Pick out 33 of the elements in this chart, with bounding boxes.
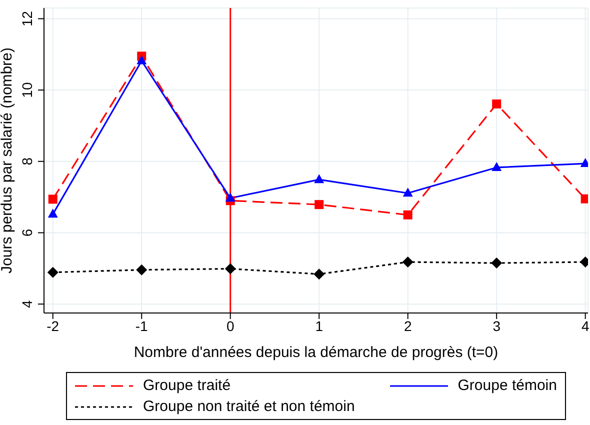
y-tick-label: 4 xyxy=(19,300,35,308)
point xyxy=(492,99,502,108)
point xyxy=(47,266,58,278)
x-axis-title: Nombre d'années depuis la démarche de progrès (t=0) xyxy=(134,344,498,361)
legend-label: Groupe témoin xyxy=(458,377,557,394)
y-tick-label: 12 xyxy=(19,10,35,26)
point xyxy=(491,258,502,269)
point xyxy=(136,264,148,276)
point xyxy=(314,200,324,210)
point xyxy=(402,188,413,197)
x-tick-label: 1 xyxy=(315,318,324,334)
x-tick-label: 3 xyxy=(492,318,501,334)
x-tick-label: 0 xyxy=(226,318,234,334)
point xyxy=(48,208,58,218)
y-axis-title: Jours perdus par salarié (nombre) xyxy=(0,48,16,274)
point xyxy=(314,268,325,280)
x-tick-label: 4 xyxy=(581,318,590,334)
y-tick-label: 6 xyxy=(19,228,35,237)
point xyxy=(403,210,412,220)
point xyxy=(492,162,502,171)
point xyxy=(136,55,147,64)
x-tick-label: -1 xyxy=(135,318,148,334)
y-tick-label: 8 xyxy=(19,157,35,166)
legend-label: Groupe traité xyxy=(143,377,231,394)
y-tick-label: 10 xyxy=(19,82,35,98)
point xyxy=(48,194,58,204)
point xyxy=(402,256,414,268)
legend-label: Groupe non traité et non témoin xyxy=(143,398,355,415)
x-tick-label: -2 xyxy=(46,318,60,334)
point xyxy=(224,263,236,274)
point xyxy=(225,192,236,202)
x-tick-label: 2 xyxy=(404,318,412,334)
point xyxy=(314,174,324,184)
